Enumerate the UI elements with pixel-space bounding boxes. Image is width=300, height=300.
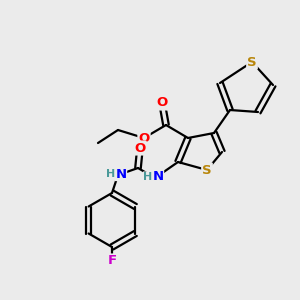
Text: N: N [152, 170, 164, 184]
Text: N: N [116, 167, 127, 181]
Text: O: O [156, 97, 168, 110]
Text: H: H [106, 169, 116, 179]
Text: S: S [247, 56, 257, 68]
Text: H: H [143, 172, 153, 182]
Text: O: O [138, 131, 150, 145]
Text: O: O [134, 142, 146, 154]
Text: F: F [107, 254, 117, 268]
Text: S: S [202, 164, 212, 176]
